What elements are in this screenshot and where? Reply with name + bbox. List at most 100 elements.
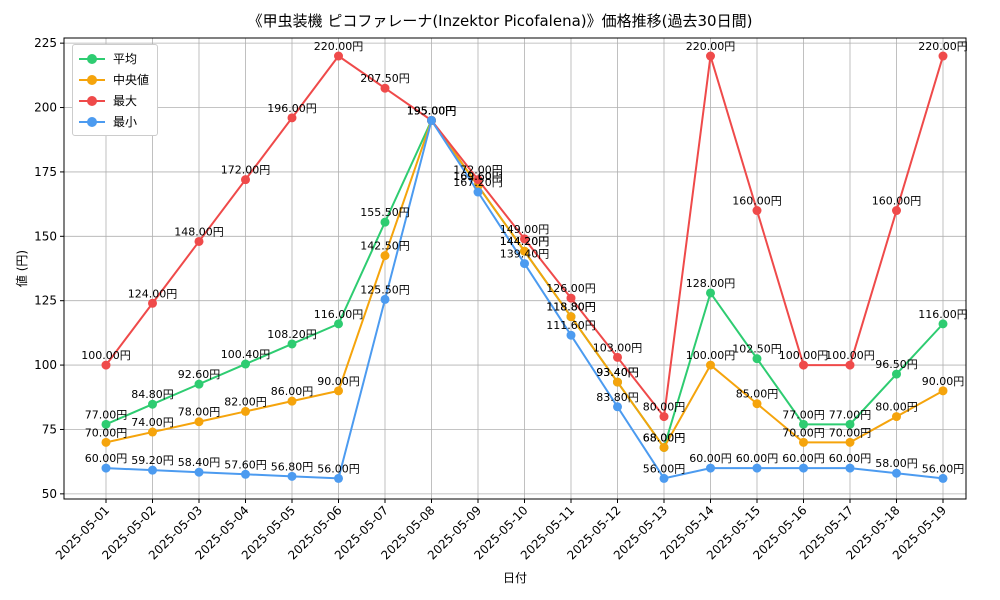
data-label: 93.40円 xyxy=(596,366,639,379)
data-label: 58.00円 xyxy=(875,457,918,470)
data-label: 85.00円 xyxy=(736,388,779,401)
data-point xyxy=(659,442,669,452)
data-point xyxy=(706,51,715,61)
legend-item: 最大 xyxy=(79,90,149,111)
data-point xyxy=(520,246,529,256)
data-label: 111.60円 xyxy=(546,319,596,332)
y-tick-label: 200 xyxy=(34,101,57,115)
data-label: 60.00円 xyxy=(736,452,779,465)
data-label: 169.60円 xyxy=(453,170,503,183)
data-label: 160.00円 xyxy=(872,195,922,208)
y-tick-label: 225 xyxy=(34,36,57,50)
data-label: 100.40円 xyxy=(221,348,271,361)
data-point xyxy=(799,419,808,429)
data-label: 56.00円 xyxy=(643,462,686,475)
data-label: 126.00円 xyxy=(546,282,596,295)
data-label: 86.00円 xyxy=(271,385,314,398)
data-point xyxy=(845,463,855,473)
data-point xyxy=(659,412,669,422)
data-label: 167.20円 xyxy=(453,176,503,189)
data-label: 220.00円 xyxy=(314,40,364,53)
legend-swatch xyxy=(79,53,105,64)
data-point xyxy=(287,396,297,406)
data-label: 144.20円 xyxy=(500,235,550,248)
data-point xyxy=(427,115,436,125)
data-label: 196.00円 xyxy=(267,102,317,115)
data-label: 160.00円 xyxy=(732,195,782,208)
data-point xyxy=(799,360,808,370)
data-point xyxy=(659,473,669,483)
data-point xyxy=(845,360,855,370)
data-point xyxy=(287,339,297,349)
data-point xyxy=(334,319,343,329)
data-label: 149.00円 xyxy=(500,223,550,236)
data-point xyxy=(752,463,762,473)
data-label: 74.00円 xyxy=(131,416,174,429)
data-point xyxy=(752,399,762,409)
legend-label: 平均 xyxy=(113,52,138,66)
data-label: 100.00円 xyxy=(825,349,875,362)
data-point xyxy=(334,51,343,61)
data-point xyxy=(101,437,111,447)
data-label: 77.00円 xyxy=(829,408,872,421)
data-label: 68.00円 xyxy=(643,431,686,444)
legend-swatch xyxy=(79,74,105,85)
data-point xyxy=(380,294,390,304)
data-point xyxy=(938,319,948,329)
data-label: 78.00円 xyxy=(178,406,221,419)
data-label: 84.80円 xyxy=(131,388,174,401)
data-label: 220.00円 xyxy=(686,40,736,53)
data-point xyxy=(706,463,715,473)
data-point xyxy=(938,386,948,396)
data-point xyxy=(892,369,901,379)
data-point xyxy=(241,406,250,416)
data-label: 60.00円 xyxy=(689,452,732,465)
data-label: 169.60円 xyxy=(453,170,503,183)
data-point xyxy=(473,175,483,185)
data-label: 60.00円 xyxy=(829,452,872,465)
x-axis-label: 日付 xyxy=(503,571,527,585)
data-point xyxy=(566,312,576,322)
legend-label: 中央値 xyxy=(113,73,150,87)
data-label: 83.80円 xyxy=(596,391,639,404)
data-point xyxy=(845,419,855,429)
data-label: 70.00円 xyxy=(782,426,825,439)
data-label: 118.80円 xyxy=(546,301,596,314)
data-point xyxy=(194,236,204,246)
data-label: 172.00円 xyxy=(221,164,271,177)
data-point xyxy=(334,473,343,483)
data-point xyxy=(241,175,250,185)
data-label: 77.00円 xyxy=(85,408,128,421)
data-label: 207.50円 xyxy=(360,72,410,85)
data-label: 144.20円 xyxy=(500,235,550,248)
legend-label: 最小 xyxy=(113,115,138,129)
y-tick-label: 125 xyxy=(34,294,57,308)
data-label: 148.00円 xyxy=(174,225,224,238)
data-label: 100.00円 xyxy=(686,349,736,362)
data-label: 90.00円 xyxy=(922,375,965,388)
y-tick-label: 100 xyxy=(34,358,57,372)
data-point xyxy=(101,360,111,370)
y-tick-label: 50 xyxy=(42,487,57,501)
data-point xyxy=(892,412,901,422)
data-label: 60.00円 xyxy=(85,452,128,465)
legend-item: 最小 xyxy=(79,111,149,132)
data-point xyxy=(194,467,204,477)
data-label: 155.50円 xyxy=(360,206,410,219)
data-label: 108.20円 xyxy=(267,328,317,341)
data-label: 100.00円 xyxy=(779,349,829,362)
y-tick-label: 150 xyxy=(34,229,57,243)
data-label: 92.60円 xyxy=(178,368,221,381)
data-label: 195.00円 xyxy=(407,104,457,117)
data-point xyxy=(613,352,622,362)
data-label: 116.00円 xyxy=(918,308,968,321)
data-label: 118.80円 xyxy=(546,301,596,314)
data-point xyxy=(938,51,948,61)
data-point xyxy=(148,298,157,308)
data-point xyxy=(241,359,250,369)
data-label: 116.00円 xyxy=(314,308,364,321)
legend-item: 中央値 xyxy=(79,69,149,90)
data-label: 77.00円 xyxy=(782,408,825,421)
data-label: 80.00円 xyxy=(643,401,686,414)
data-label: 93.40円 xyxy=(596,366,639,379)
